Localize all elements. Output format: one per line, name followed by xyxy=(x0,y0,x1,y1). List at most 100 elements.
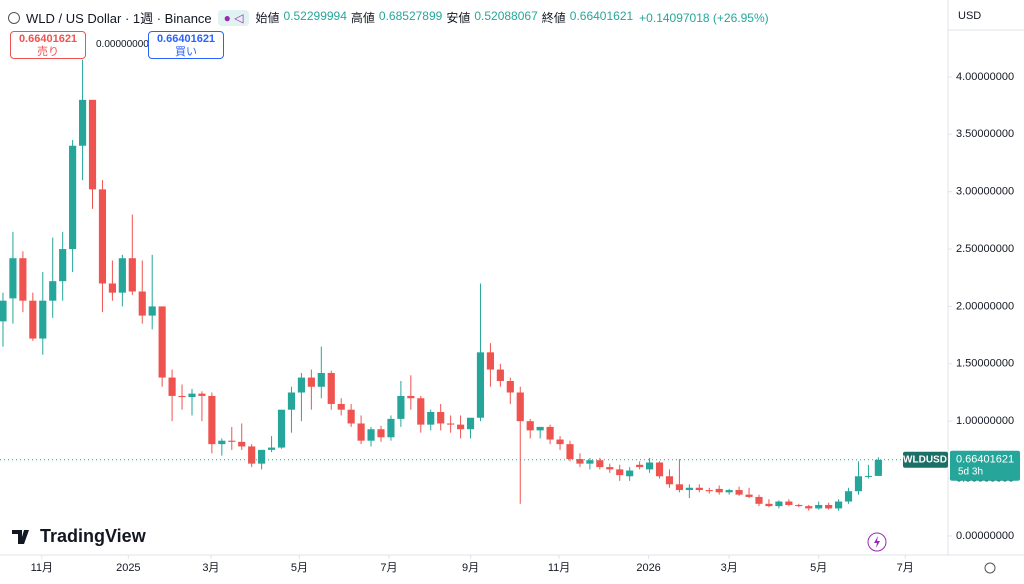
candle xyxy=(636,461,644,470)
candle xyxy=(825,502,833,510)
candle xyxy=(9,231,17,324)
candle-body xyxy=(138,291,146,316)
candle xyxy=(78,59,87,181)
candle-body xyxy=(616,469,624,476)
candle xyxy=(576,453,584,468)
ohlc-label: 高値 xyxy=(350,11,375,25)
candle-body xyxy=(417,398,425,425)
candle-body xyxy=(805,506,813,509)
candle xyxy=(566,440,574,462)
candle xyxy=(665,469,674,488)
candle-body xyxy=(317,372,325,387)
candle xyxy=(228,426,236,450)
y-tick-label: 1.00000000 xyxy=(956,415,1014,427)
candle-body xyxy=(327,372,335,404)
x-tick-label: 3月 xyxy=(721,562,738,574)
candle xyxy=(258,449,266,470)
ohlc-label: 終値 xyxy=(541,11,566,25)
x-tick-label: 2026 xyxy=(636,562,660,574)
candle-body xyxy=(357,423,365,441)
candle-body xyxy=(49,281,57,301)
candle xyxy=(188,389,196,416)
candle-body xyxy=(108,283,116,293)
candle xyxy=(456,415,465,439)
candle-body xyxy=(576,459,584,464)
candle xyxy=(317,346,325,399)
header: WLD / US Dollar · 1週 · Binance ● ◁ 始値 0.5… xyxy=(8,8,769,27)
buy-button[interactable]: 0.66401621 買い xyxy=(148,31,224,59)
x-tick-label: 5月 xyxy=(291,562,308,574)
candle-body xyxy=(526,421,534,431)
candle-body xyxy=(695,487,703,491)
sell-button[interactable]: 0.66401621 売り xyxy=(10,31,86,59)
symbol-tag xyxy=(903,451,948,468)
candle xyxy=(108,260,116,301)
candle xyxy=(516,386,524,504)
candle xyxy=(606,463,614,473)
ohlc: 始値 0.52299994 高値 0.68527899 安値 0.52088067 終値 0.… xyxy=(255,9,633,26)
candle-body xyxy=(675,484,683,491)
candle xyxy=(357,415,365,445)
status[interactable]: ● ◁ xyxy=(217,9,250,26)
candle xyxy=(715,485,723,495)
symbol-icon xyxy=(8,11,20,24)
candle-body xyxy=(69,145,77,250)
x-tick-label: 2025 xyxy=(116,562,140,574)
alert-icon[interactable] xyxy=(867,532,887,552)
price-tag-value: 0.66401621 xyxy=(956,454,1014,466)
candle xyxy=(19,251,27,313)
candle xyxy=(407,375,415,410)
x-tick-label: 7月 xyxy=(380,562,397,574)
candle xyxy=(626,467,634,481)
settings-icon[interactable] xyxy=(984,562,996,574)
logo: TradingView xyxy=(12,526,147,546)
x-tick-label: 9月 xyxy=(462,562,479,574)
candle-body xyxy=(486,352,494,370)
candle xyxy=(198,391,206,422)
candle xyxy=(616,464,624,481)
x-tick-label: 5月 xyxy=(810,562,827,574)
candle-body xyxy=(337,403,345,410)
candle-body xyxy=(128,258,136,292)
candle xyxy=(596,457,604,470)
symbol: WLD / US Dollar · 1週 · Binance xyxy=(26,11,212,26)
candle xyxy=(476,283,485,422)
y-tick-label: 3.50000000 xyxy=(956,128,1014,140)
candle-body xyxy=(655,462,664,477)
x-tick-label: 7月 xyxy=(897,562,914,574)
candle xyxy=(844,487,853,504)
y-tick-label: 0.00000000 xyxy=(956,530,1014,542)
candle-body xyxy=(0,300,7,322)
candle-body xyxy=(536,426,544,431)
candle-body xyxy=(725,490,733,493)
candle-body xyxy=(506,381,514,393)
candle-body xyxy=(367,429,375,441)
candle-body xyxy=(765,503,773,507)
candle xyxy=(685,484,693,499)
candle-body xyxy=(198,393,206,396)
y-tick-label: 2.00000000 xyxy=(956,300,1014,312)
ohlc-value: 0.52088067 xyxy=(474,9,538,23)
candle xyxy=(546,424,554,445)
candle-body xyxy=(248,446,256,464)
candle-body xyxy=(29,300,37,339)
candle-body xyxy=(118,258,126,293)
candle xyxy=(287,386,296,433)
ohlc-value: 0.52299994 xyxy=(283,9,347,23)
candle-body xyxy=(228,440,236,442)
candle-body xyxy=(59,249,67,282)
price-tag xyxy=(950,450,1020,481)
candle-body xyxy=(377,429,385,438)
candle xyxy=(347,403,355,427)
candle xyxy=(536,426,544,439)
candle-body xyxy=(636,464,644,468)
candle-body xyxy=(795,504,803,507)
ohlc-value: 0.68527899 xyxy=(378,9,443,23)
candle xyxy=(168,369,176,422)
candle xyxy=(248,444,256,468)
candle xyxy=(645,457,654,473)
candle xyxy=(377,425,385,442)
candle xyxy=(854,461,863,495)
candle-body xyxy=(88,99,97,190)
